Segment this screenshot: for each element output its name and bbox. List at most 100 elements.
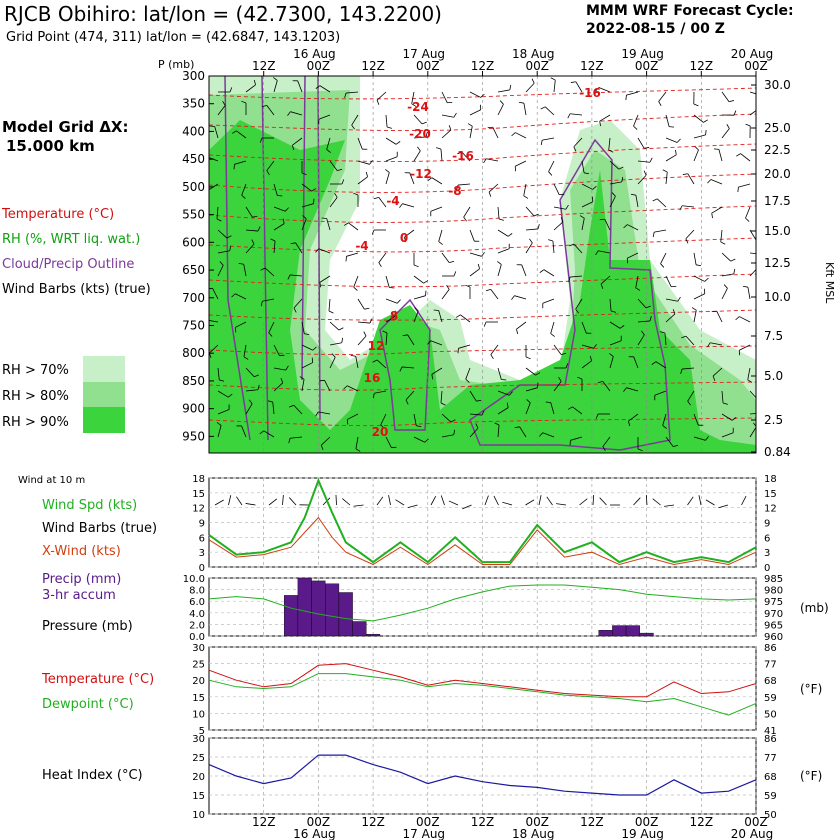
pressure-axis-tick-label-right: 985 — [764, 574, 783, 585]
temperature-axis-tick-label: 5 — [199, 726, 205, 737]
wind-barb — [609, 298, 612, 311]
wind-barb — [497, 407, 509, 415]
wind-barb-flag — [411, 103, 417, 107]
wind-barb — [273, 80, 278, 93]
wind-barb — [740, 153, 751, 162]
wind-barb-flag — [449, 260, 455, 263]
bottom-hour-label: 00Z — [744, 815, 768, 829]
wind10m-barb — [353, 504, 364, 507]
wind-barb-flag — [369, 318, 373, 324]
model-grid-line-1: Model Grid ΔX: — [2, 118, 129, 136]
wind-barb — [404, 229, 415, 238]
wind-barb-flag — [625, 95, 627, 101]
wind-barb-flag — [216, 422, 222, 426]
heat-index-f-axis-tick-label-right: 68 — [764, 772, 777, 783]
wind10m-barb — [633, 497, 641, 506]
precip-bar — [612, 625, 627, 637]
pressure-axis-tick-label-right: 970 — [764, 609, 783, 620]
wind-barb — [243, 264, 247, 277]
wind-barb-flag — [279, 354, 285, 357]
wind-barb — [357, 160, 370, 165]
wind-barb — [656, 198, 667, 208]
height-tick-label: 7.5 — [764, 329, 783, 343]
rh-key-90: RH > 90% — [2, 415, 69, 430]
cycle-line-2: 2022-08-15 / 00 Z — [586, 21, 725, 37]
wind-barb — [245, 84, 256, 93]
wind-barb-flag — [623, 387, 627, 392]
wind-barb — [602, 381, 611, 392]
heat-index-f-axis-tick-label-right: 50 — [764, 810, 777, 821]
wind-barb — [293, 298, 303, 309]
rh-swatch-90 — [83, 407, 125, 433]
wind-barb-flag — [490, 354, 494, 360]
wind-barb-flag — [270, 238, 276, 242]
wind-barb — [665, 436, 674, 447]
temperature-label: -16 — [579, 86, 601, 100]
wind-barb — [637, 160, 650, 163]
wind-barb-flag — [414, 307, 419, 312]
wind-barb-flag — [341, 179, 345, 185]
wind-barb-flag — [301, 172, 307, 176]
wind-barb-flag — [675, 149, 677, 155]
wind-barb-flag — [548, 171, 553, 176]
wind-barb-flag — [391, 446, 397, 449]
wind-barb-flag — [351, 124, 355, 130]
wind-barb — [497, 206, 500, 219]
wind-barb — [353, 275, 359, 288]
wind-barb-flag — [254, 374, 259, 378]
wind-barb — [402, 366, 415, 369]
wind-barb — [548, 160, 555, 172]
wind-barb-flag — [523, 195, 529, 199]
height-tick-label: 2.5 — [764, 413, 783, 427]
wind-axis-tick-label: 18 — [192, 474, 205, 485]
wind-barb — [217, 390, 229, 398]
wind-barb — [469, 390, 477, 402]
wind-barb — [385, 315, 397, 323]
wind-barb-flag — [302, 215, 307, 220]
wind-barb-flag — [561, 352, 567, 355]
wind-barb — [626, 91, 639, 96]
wind-barb-flag — [649, 157, 653, 163]
wind-barb-flag — [311, 188, 317, 192]
wind-barb-flag — [229, 87, 233, 93]
height-tick-label: 0.84 — [764, 445, 791, 459]
top-hour-label: 00Z — [416, 59, 440, 73]
wind-axis-tick-label-right: 0 — [764, 563, 770, 574]
wind-barb-flag — [285, 365, 289, 371]
heat-index-axis-tick-label: 30 — [192, 734, 205, 745]
model-grid-line-2: 15.000 km — [6, 137, 95, 155]
wind-barb-flag — [608, 149, 614, 153]
wind-barb — [685, 229, 695, 240]
wind-barb-flag — [241, 194, 246, 199]
wind-barb-flag — [399, 203, 403, 208]
wind-barb — [721, 273, 734, 277]
wind-barb-flag — [369, 160, 373, 165]
wind-barb — [385, 156, 398, 162]
wind-barb — [301, 362, 313, 369]
wind-barb — [273, 183, 278, 196]
wind-barb-flag — [222, 100, 226, 106]
wind-barb-flag — [453, 271, 457, 277]
wind-barb — [264, 267, 275, 277]
wind-barb-flag — [693, 103, 699, 107]
wind-barb-flag — [337, 168, 343, 171]
legend-rh: RH (%, WRT liq. wat.) — [2, 232, 141, 247]
wind-barb-flag — [248, 399, 253, 404]
wind-barb-flag — [649, 316, 652, 322]
wind-barb-flag — [713, 148, 719, 150]
temperature-label: -20 — [409, 127, 431, 141]
wind-barb-flag — [293, 307, 297, 313]
wind-barb — [217, 367, 220, 380]
wind-barb-flag — [423, 280, 429, 284]
wind-barb — [609, 181, 622, 185]
rh-90-region — [209, 120, 756, 453]
wind-barb-flag — [467, 123, 473, 127]
pressure-tick-label: 800 — [182, 346, 205, 360]
wind-barb — [749, 110, 756, 116]
wind-barb — [273, 241, 276, 254]
wind-barb — [553, 80, 556, 93]
wind-barb — [273, 344, 280, 356]
wind-barb-flag — [287, 111, 291, 116]
wind-axis-tick-label: 9 — [199, 519, 205, 530]
